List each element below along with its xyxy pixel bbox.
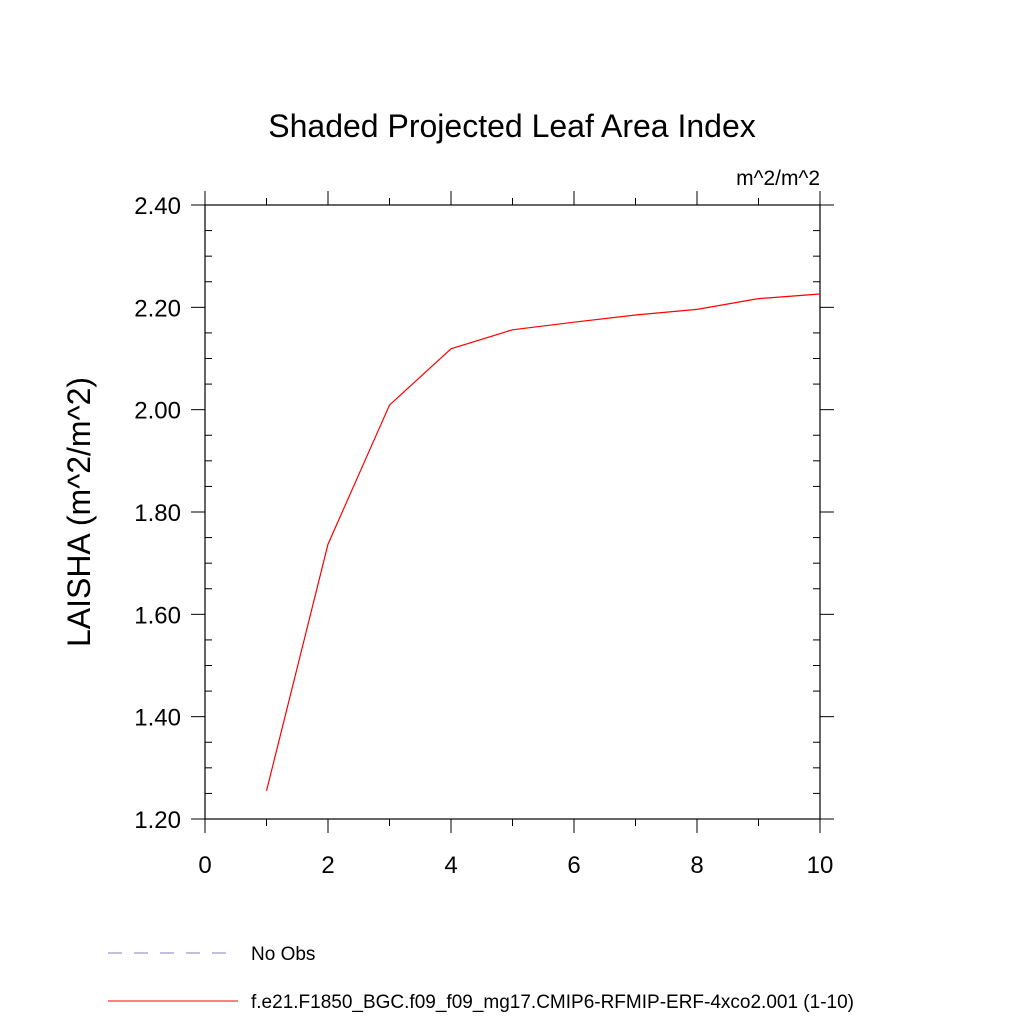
y-tick-label: 1.40: [134, 705, 181, 732]
y-tick-label: 1.60: [134, 602, 181, 629]
y-tick-label: 1.80: [134, 500, 181, 527]
units-label: m^2/m^2: [736, 167, 820, 190]
x-tick-label: 2: [321, 852, 334, 879]
series-layer: [265, 293, 821, 792]
y-tick-label: 1.20: [134, 807, 181, 834]
x-tick-label: 8: [690, 852, 703, 879]
plot-frame: [204, 204, 821, 820]
x-tick-label: 4: [444, 852, 457, 879]
chart-title: Shaded Projected Leaf Area Index: [268, 108, 755, 144]
series-line: [265, 293, 821, 792]
y-tick-label: 2.20: [134, 295, 181, 322]
y-tick-label: 2.40: [134, 193, 181, 220]
axis-tick-labels: 0 2 4 6 8 10 1.20 1.40 1.60 1.80 2.00 2.20 2.40: [134, 193, 833, 879]
axis-ticks: [191, 191, 834, 833]
legend: No Obs f.e21.F1850_BGC.f09_f09_mg17.CMIP6…: [108, 944, 854, 1013]
x-tick-label: 6: [567, 852, 580, 879]
y-tick-label: 2.00: [134, 398, 181, 425]
legend-label: No Obs: [251, 944, 315, 965]
y-axis-label: LAISHA (m^2/m^2): [61, 377, 97, 647]
legend-label: f.e21.F1850_BGC.f09_f09_mg17.CMIP6-RFMIP…: [251, 992, 854, 1013]
x-tick-label: 10: [807, 852, 834, 879]
x-tick-label: 0: [198, 852, 211, 879]
